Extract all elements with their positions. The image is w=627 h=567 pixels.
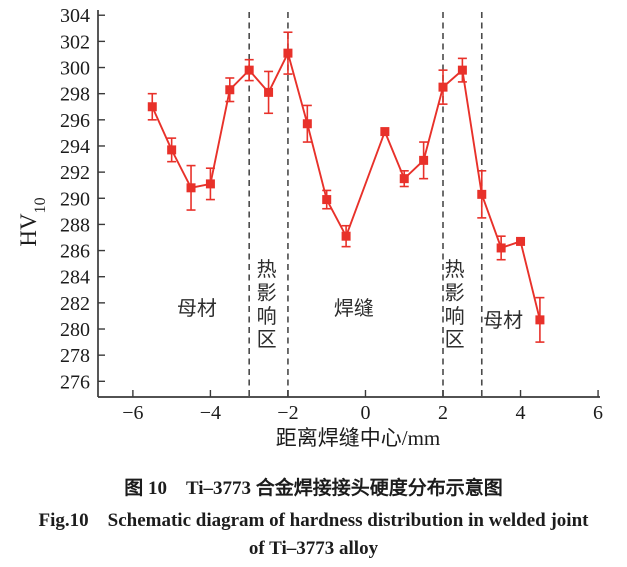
x-tick-label: 2 [438, 402, 448, 424]
x-tick-label: −4 [200, 402, 221, 424]
y-tick-label: 284 [60, 267, 90, 289]
x-tick-label: −2 [277, 402, 298, 424]
region-label: 响 [445, 305, 465, 328]
y-axis-ticks [98, 14, 105, 383]
region-label: 区 [445, 329, 465, 351]
data-point-marker [264, 87, 274, 97]
data-point-marker [535, 315, 545, 325]
y-tick-label: 278 [60, 345, 90, 367]
y-tick-label: 302 [60, 31, 90, 53]
data-point-marker [205, 179, 215, 189]
data-point-marker [419, 155, 429, 165]
caption-english-line1: Fig.10 Schematic diagram of hardness dis… [38, 510, 589, 531]
x-tick-label: 4 [516, 402, 526, 424]
region-label: 影 [257, 282, 277, 305]
data-point-marker [496, 243, 506, 253]
hardness-line [151, 50, 541, 321]
y-tick-label: 292 [60, 162, 90, 184]
hardness-chart: 276 278 280 282 284 286 288 290 292 294 296 298 300 3… [16, 5, 603, 450]
y-tick-label: 298 [60, 84, 90, 106]
region-label: 焊缝 [334, 297, 374, 320]
data-point-marker [380, 127, 390, 137]
data-point-marker [147, 102, 157, 112]
data-point-marker [225, 85, 235, 95]
y-tick-label: 280 [60, 319, 90, 341]
x-tick-label: 6 [593, 402, 603, 424]
region-label: 响 [257, 305, 277, 328]
axes [97, 10, 600, 398]
caption-english-line2: of Ti–3773 alloy [248, 538, 379, 559]
region-label: 母材 [483, 309, 523, 332]
y-tick-label: 304 [60, 5, 90, 27]
y-tick-label: 300 [60, 58, 90, 80]
data-point-marker [244, 65, 254, 75]
caption-chinese: 图 10 Ti–3773 合金焊接接头硬度分布示意图 [124, 478, 503, 499]
data-point-marker [302, 119, 312, 129]
data-point-marker [283, 48, 293, 58]
y-tick-label: 296 [60, 110, 90, 132]
data-point-marker [457, 65, 467, 75]
y-tick-label: 294 [60, 136, 90, 158]
data-point-marker [167, 145, 177, 155]
y-tick-label: 290 [60, 188, 90, 210]
data-point-marker [477, 189, 487, 199]
y-tick-label: 282 [60, 293, 90, 315]
data-point-marker [516, 236, 526, 246]
region-label: 热 [257, 258, 277, 281]
region-label: 影 [445, 282, 465, 305]
y-tick-label: 276 [60, 371, 90, 393]
data-point-marker [322, 195, 332, 205]
data-point-marker [399, 174, 409, 184]
y-axis-title: HV10 [16, 197, 49, 246]
y-tick-label: 286 [60, 241, 90, 263]
x-axis-ticks [132, 390, 599, 397]
y-axis-tick-labels: 276 278 280 282 284 286 288 290 292 294 296 298 300 3… [60, 5, 90, 393]
figure-captions: 图 10 Ti–3773 合金焊接接头硬度分布示意图 Fig.10 Schema… [0, 477, 627, 562]
x-tick-label: −6 [122, 402, 143, 424]
data-point-markers [147, 48, 545, 325]
data-point-marker [438, 82, 448, 92]
y-tick-label: 288 [60, 214, 90, 236]
data-point-marker [341, 231, 351, 241]
data-point-marker [186, 183, 196, 193]
region-label: 区 [257, 329, 277, 351]
x-axis-title: 距离焊缝中心/mm [276, 426, 441, 450]
x-axis-tick-labels: −6 −4 −2 0 2 4 6 [122, 402, 603, 424]
region-label: 热 [445, 258, 465, 281]
x-tick-label: 0 [360, 402, 370, 424]
region-label: 母材 [177, 297, 217, 320]
